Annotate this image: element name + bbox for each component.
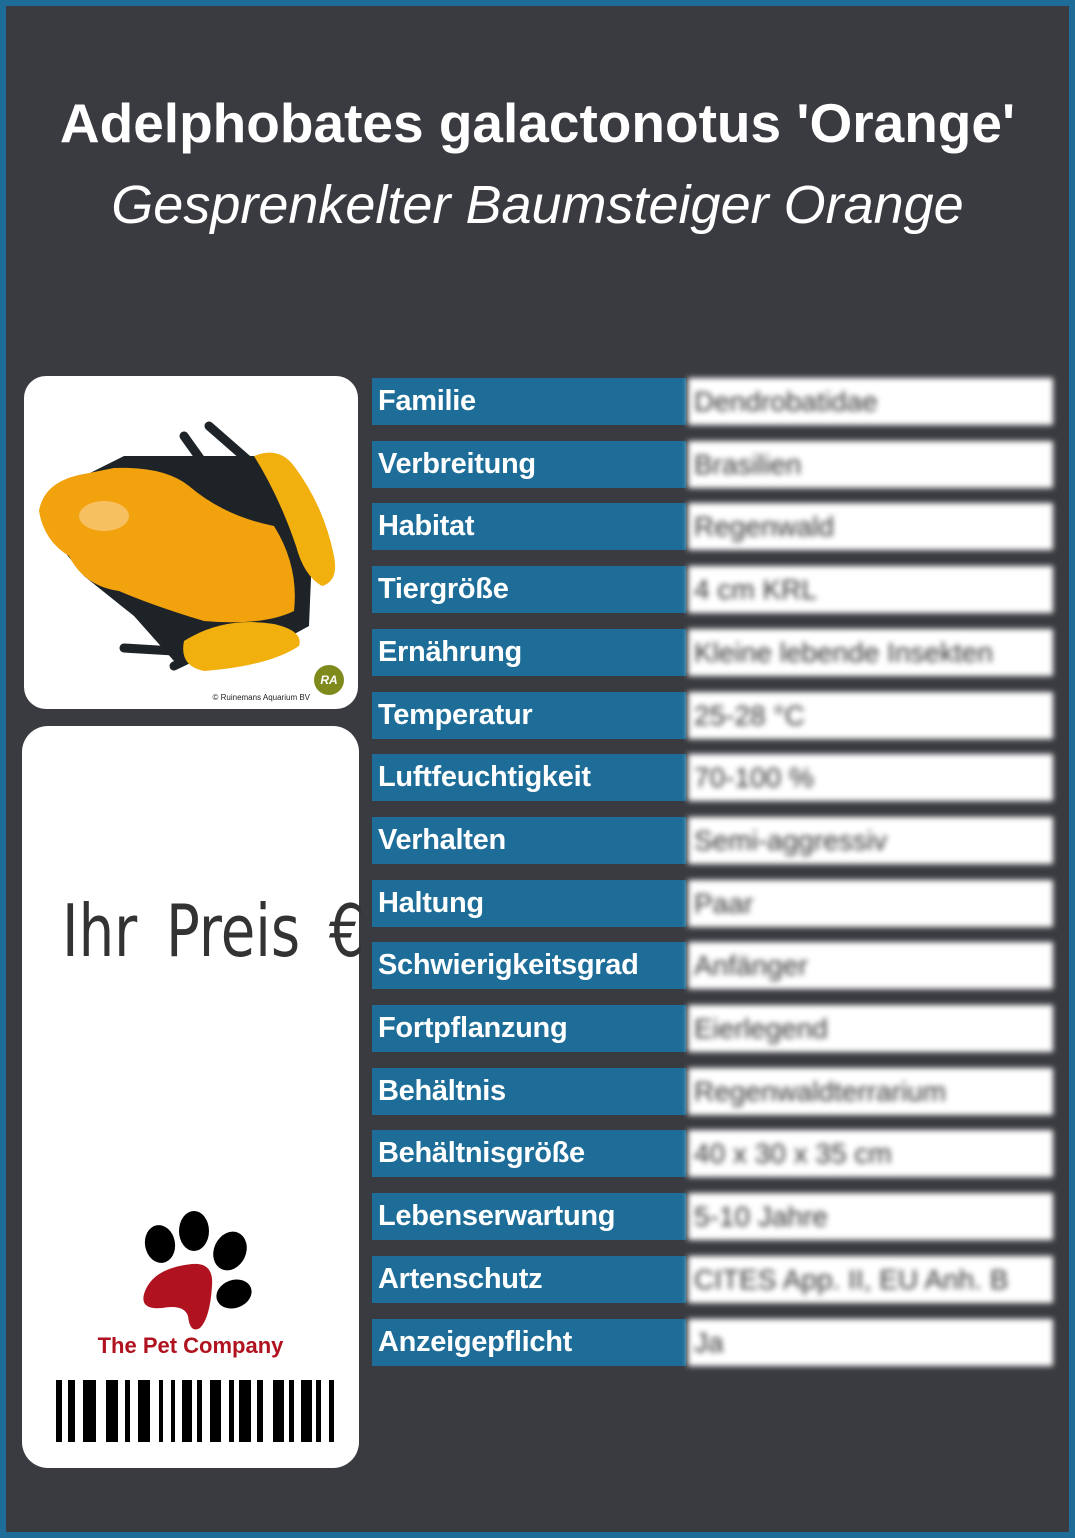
table-row: Haltung Paar: [372, 879, 1053, 927]
barcode-bar: [125, 1380, 131, 1442]
table-row: Behältnisgröße 40 x 30 x 35 cm: [372, 1130, 1053, 1178]
row-label: Behältnisgröße: [372, 1130, 686, 1178]
barcode-bar: [171, 1380, 175, 1442]
barcode-bar: [83, 1380, 96, 1442]
table-row: Tiergröße 4 cm KRL: [372, 566, 1053, 614]
table-row: Verhalten Semi-aggressiv: [372, 816, 1053, 864]
row-label: Lebenserwartung: [372, 1193, 686, 1241]
row-value: Eierlegend: [688, 1005, 1053, 1052]
table-row: Behältnis Regenwaldterrarium: [372, 1067, 1053, 1115]
row-value: 5-10 Jahre: [688, 1193, 1053, 1241]
barcode-bar: [209, 1380, 221, 1442]
barcode-bar: [229, 1380, 235, 1442]
row-value: Kleine lebende Insekten: [688, 628, 1053, 676]
barcode-bar: [316, 1380, 322, 1442]
table-row: Lebenserwartung 5-10 Jahre: [372, 1193, 1053, 1241]
row-value: Ja: [688, 1318, 1053, 1366]
row-label: Artenschutz: [372, 1255, 686, 1303]
barcode-bar: [182, 1380, 193, 1442]
row-value: Regenwaldterrarium: [688, 1067, 1053, 1115]
row-value: 4 cm KRL: [688, 566, 1053, 614]
table-row: Artenschutz CITES App. II, EU Anh. B: [372, 1255, 1053, 1303]
row-value: 70-100 %: [688, 754, 1053, 802]
barcode-bar: [68, 1380, 75, 1442]
row-value: 40 x 30 x 35 cm: [688, 1130, 1053, 1178]
page-subtitle: Gesprenkelter Baumsteiger Orange: [111, 175, 964, 235]
table-row: Temperatur 25-28 °C: [372, 691, 1053, 739]
row-label: Temperatur: [372, 691, 686, 739]
row-value: Brasilien: [688, 440, 1053, 488]
frog-image: [39, 421, 336, 671]
price-label: Ihr Preis €: [62, 889, 365, 973]
row-value: Regenwald: [688, 503, 1053, 551]
row-value: Paar: [688, 879, 1053, 927]
barcode-bar: [272, 1380, 284, 1442]
table-row: Habitat Regenwald: [372, 503, 1053, 551]
barcode-bar: [158, 1380, 163, 1442]
barcode-bar: [56, 1380, 63, 1442]
row-label: Behältnis: [372, 1067, 686, 1115]
row-value: Anfänger: [688, 942, 1053, 990]
barcode-bar: [197, 1380, 203, 1442]
brand-name: The Pet Company: [97, 1333, 284, 1358]
row-value: 25-28 °C: [688, 691, 1053, 739]
paw-logo-icon: [143, 1211, 252, 1330]
row-label: Habitat: [372, 503, 686, 551]
table-row: Schwierigkeitsgrad Anfänger: [372, 942, 1053, 990]
row-label: Luftfeuchtigkeit: [372, 754, 686, 802]
barcode-bar: [137, 1380, 151, 1442]
row-label: Schwierigkeitsgrad: [372, 942, 686, 990]
product-photo: RA © Ruinemans Aquarium BV: [24, 376, 358, 709]
row-label: Verhalten: [372, 816, 686, 864]
row-label: Ernährung: [372, 628, 686, 676]
ruinemans-logo: RA: [314, 665, 344, 695]
table-row: Verbreitung Brasilien: [372, 440, 1053, 488]
barcode: [56, 1380, 336, 1442]
photo-copyright: © Ruinemans Aquarium BV: [212, 693, 311, 702]
barcode-bar: [256, 1380, 263, 1442]
row-label: Tiergröße: [372, 566, 686, 614]
table-row: Fortpflanzung Eierlegend: [372, 1005, 1053, 1052]
price-card: Ihr Preis € The Pet Company: [22, 726, 365, 1468]
barcode-bar: [105, 1380, 118, 1442]
table-row: Anzeigepflicht Ja: [372, 1318, 1053, 1366]
page-title: Adelphobates galactonotus 'Orange': [59, 92, 1016, 154]
barcode-bar: [301, 1380, 313, 1442]
barcode-bar: [288, 1380, 294, 1442]
row-label: Verbreitung: [372, 440, 686, 488]
table-row: Ernährung Kleine lebende Insekten: [372, 628, 1053, 676]
row-label: Familie: [372, 378, 686, 425]
row-label: Anzeigepflicht: [372, 1318, 686, 1366]
barcode-bar: [239, 1380, 251, 1442]
barcode-bar: [328, 1380, 334, 1442]
row-label: Haltung: [372, 879, 686, 927]
table-row: Familie Dendrobatidae: [372, 378, 1053, 425]
row-label: Fortpflanzung: [372, 1005, 686, 1052]
row-value: Semi-aggressiv: [688, 816, 1053, 864]
table-row: Luftfeuchtigkeit 70-100 %: [372, 754, 1053, 802]
row-value: Dendrobatidae: [688, 378, 1053, 425]
row-value: CITES App. II, EU Anh. B: [688, 1255, 1053, 1303]
